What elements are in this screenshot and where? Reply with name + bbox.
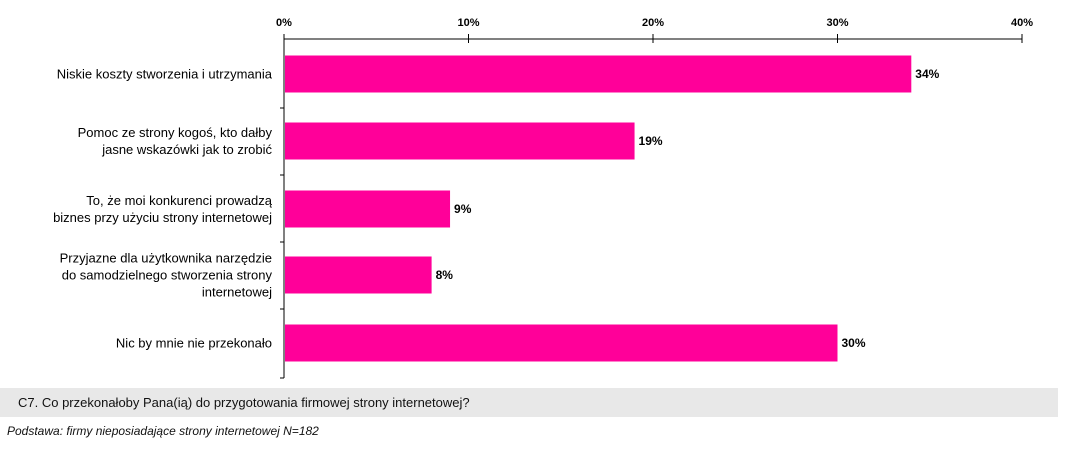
category-label: Niskie koszty stworzenia i utrzymania bbox=[57, 67, 273, 82]
bar bbox=[285, 256, 432, 294]
x-tick-label: 30% bbox=[826, 17, 848, 29]
category-labels: Niskie koszty stworzenia i utrzymania Pom… bbox=[53, 67, 273, 351]
base-note: Podstawa: firmy nieposiadające strony in… bbox=[7, 424, 319, 438]
question-text: C7. Co przekonałoby Pana(ią) do przygoto… bbox=[18, 395, 470, 410]
x-tick-label: 40% bbox=[1011, 17, 1033, 29]
x-tick-label: 0% bbox=[276, 17, 292, 29]
category-label-line: Przyjazne dla użytkownika narzędzie bbox=[60, 251, 272, 266]
category-label-line: biznes przy użyciu strony internetowej bbox=[53, 210, 272, 225]
data-label: 30% bbox=[842, 336, 866, 350]
x-tick-label: 10% bbox=[457, 17, 479, 29]
bars bbox=[285, 55, 912, 362]
category-label: To, że moi konkurenci prowadzą biznes prz… bbox=[53, 193, 273, 225]
category-label-line: internetowej bbox=[202, 285, 272, 300]
bar bbox=[285, 55, 912, 93]
data-labels: 34% 19% 9% 8% 30% bbox=[436, 67, 940, 350]
category-label-line: jasne wskazówki jak to zrobić bbox=[101, 142, 272, 157]
category-label-line: Pomoc ze strony kogoś, kto dałby bbox=[78, 125, 273, 140]
category-label-line: Nic by mnie nie przekonało bbox=[116, 336, 272, 351]
data-label: 34% bbox=[915, 67, 939, 81]
bar bbox=[285, 122, 635, 160]
category-label-line: do samodzielnego stworzenia strony bbox=[62, 268, 273, 283]
category-label: Pomoc ze strony kogoś, kto dałby jasne ws… bbox=[78, 125, 273, 157]
data-label: 19% bbox=[639, 134, 663, 148]
category-label-line: Niskie koszty stworzenia i utrzymania bbox=[57, 67, 273, 82]
bar-chart: 0% 10% 20% 30% 40% Niskie koszty stworzenia … bbox=[53, 17, 1033, 379]
data-label: 8% bbox=[436, 268, 454, 282]
data-label: 9% bbox=[454, 202, 472, 216]
bar bbox=[285, 324, 838, 362]
category-label: Przyjazne dla użytkownika narzędzie do sa… bbox=[60, 251, 273, 300]
category-label: Nic by mnie nie przekonało bbox=[116, 336, 272, 351]
bar bbox=[285, 190, 451, 228]
x-tick-label: 20% bbox=[642, 17, 664, 29]
category-label-line: To, że moi konkurenci prowadzą bbox=[86, 193, 272, 208]
question-box: C7. Co przekonałoby Pana(ią) do przygoto… bbox=[0, 388, 1058, 417]
